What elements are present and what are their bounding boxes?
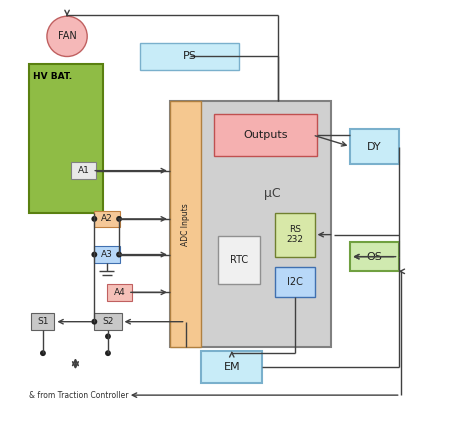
Text: & from Traction Controller: & from Traction Controller	[29, 391, 129, 400]
Bar	[94, 210, 119, 227]
Text: RS
232: RS 232	[286, 225, 303, 244]
Text: S1: S1	[37, 317, 49, 326]
Bar	[94, 313, 122, 330]
Text: HV BAT.: HV BAT.	[34, 72, 73, 81]
Circle shape	[47, 16, 87, 56]
Text: μC: μC	[264, 187, 281, 200]
Circle shape	[116, 216, 122, 222]
Text: FAN: FAN	[58, 31, 76, 41]
Text: A1: A1	[78, 166, 90, 175]
Circle shape	[105, 350, 111, 356]
Bar	[350, 242, 399, 272]
Bar	[170, 101, 331, 347]
Text: PS: PS	[183, 51, 197, 61]
Text: RTC: RTC	[230, 255, 248, 265]
Text: I2C: I2C	[287, 277, 302, 287]
Bar	[350, 129, 399, 164]
Bar	[275, 213, 315, 257]
Circle shape	[91, 252, 97, 258]
Circle shape	[91, 216, 97, 222]
Text: A2: A2	[101, 214, 113, 224]
Bar	[140, 43, 239, 70]
Text: ADC Inputs: ADC Inputs	[181, 203, 190, 245]
Circle shape	[116, 252, 122, 258]
Bar	[214, 114, 317, 156]
Bar	[71, 162, 96, 179]
Bar	[218, 236, 260, 284]
Bar	[29, 64, 103, 213]
Bar	[107, 284, 132, 301]
Bar	[201, 351, 262, 383]
Text: OS: OS	[366, 252, 383, 262]
Bar	[275, 267, 315, 296]
Text: EM: EM	[223, 362, 240, 372]
Bar	[170, 101, 201, 347]
Bar	[94, 246, 119, 263]
Text: Outputs: Outputs	[243, 130, 288, 140]
Circle shape	[40, 350, 46, 356]
Text: S2: S2	[102, 317, 114, 326]
Circle shape	[91, 319, 97, 325]
Text: A4: A4	[114, 288, 126, 297]
Text: A3: A3	[101, 250, 113, 259]
Bar	[31, 313, 55, 330]
Text: DY: DY	[367, 141, 382, 152]
Circle shape	[105, 333, 111, 339]
